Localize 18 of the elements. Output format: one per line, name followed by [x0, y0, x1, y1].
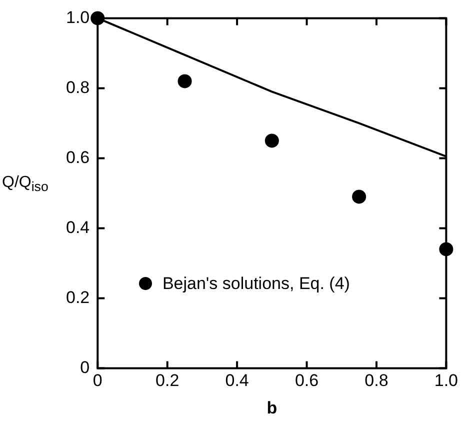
y-tick-label: 1.0 — [66, 8, 90, 27]
y-tick-label: 0.2 — [66, 288, 90, 307]
x-axis-title: b — [266, 398, 278, 418]
y-tick-label: 0.4 — [66, 218, 90, 237]
x-tick-label: 0.6 — [294, 371, 319, 390]
x-tick-label: 0.2 — [156, 371, 180, 390]
point — [178, 74, 192, 88]
y-tick-label: 0.8 — [66, 78, 90, 97]
x-tick-label: 0 — [92, 371, 102, 390]
y-tick-label: 0 — [80, 358, 90, 377]
y-axis-title: Q/Q$_{iso}$ — [2, 173, 48, 196]
point — [264, 134, 279, 148]
legend-label: Bejan's solutions, Eq. (4) — [162, 274, 350, 294]
point — [352, 190, 366, 204]
x-tick-label: 0.4 — [225, 371, 249, 390]
y-tick-label: 0.6 — [66, 148, 90, 167]
x-tick-label: 0.8 — [364, 371, 388, 390]
x-tick-label: 1.0 — [434, 371, 458, 390]
